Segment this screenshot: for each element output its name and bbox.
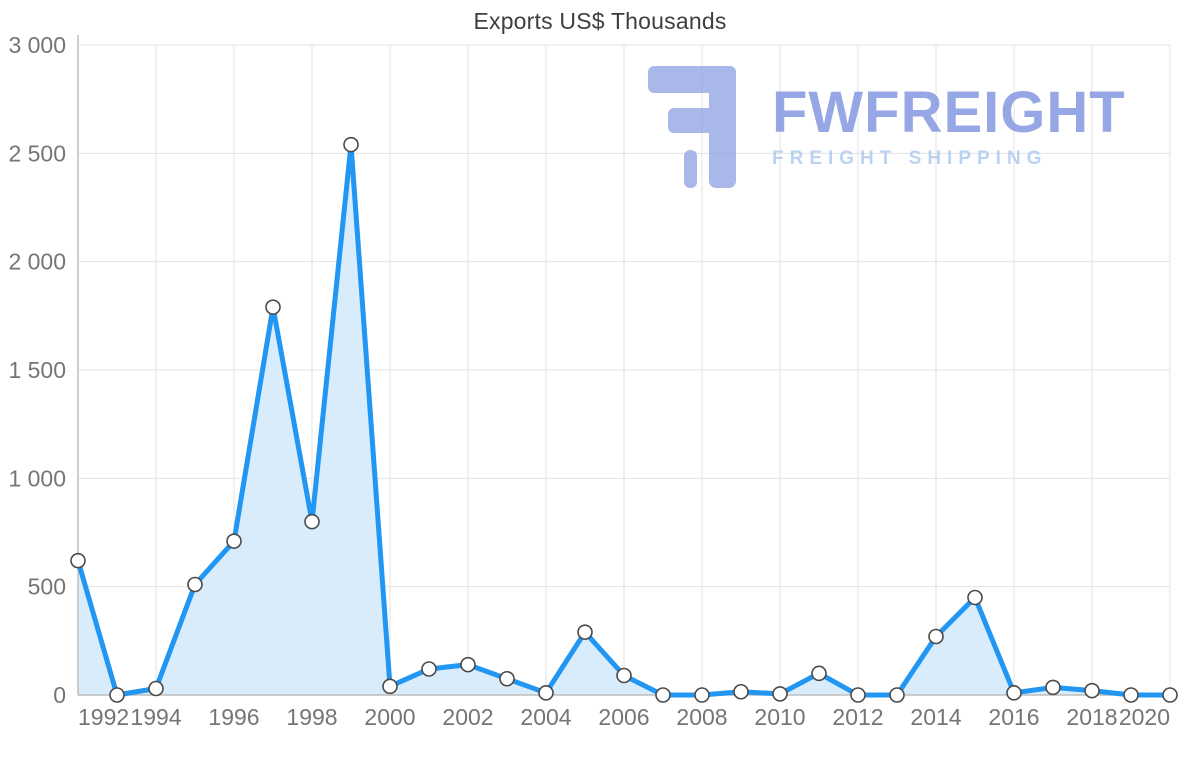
x-tick-label: 2006 xyxy=(598,704,649,730)
data-point-marker xyxy=(1084,682,1100,699)
data-point-marker xyxy=(382,678,398,695)
y-tick-label: 1 000 xyxy=(8,465,66,491)
x-tick-label: 2002 xyxy=(442,704,493,730)
x-tick-label: 2012 xyxy=(832,704,883,730)
data-point-marker xyxy=(1123,687,1139,703)
x-tick-label: 2014 xyxy=(910,704,961,730)
x-tick-label: 2010 xyxy=(754,704,805,730)
data-point-marker xyxy=(811,665,827,682)
data-point-marker xyxy=(538,685,554,701)
y-tick-label: 2 500 xyxy=(8,140,66,166)
data-point-marker xyxy=(889,687,905,703)
x-tick-label: 1996 xyxy=(208,704,259,730)
data-point-marker xyxy=(655,687,671,703)
data-point-marker xyxy=(616,667,632,684)
data-point-marker xyxy=(499,670,515,687)
data-point-marker xyxy=(70,552,86,569)
data-point-marker xyxy=(304,513,320,530)
data-point-marker xyxy=(967,589,983,606)
series-area xyxy=(78,144,1170,695)
data-point-marker xyxy=(577,624,593,640)
data-point-marker xyxy=(421,661,437,677)
x-tick-label: 1998 xyxy=(286,704,337,730)
y-tick-label: 0 xyxy=(53,682,66,708)
chart-title: Exports US$ Thousands xyxy=(473,8,727,34)
data-point-marker xyxy=(733,683,749,700)
data-point-marker xyxy=(928,628,944,645)
x-tick-label: 1994 xyxy=(130,704,181,730)
data-point-marker xyxy=(226,533,242,549)
x-tick-label: 1992 xyxy=(78,704,129,730)
data-point-marker xyxy=(1006,685,1022,701)
x-tick-label: 2016 xyxy=(988,704,1039,730)
data-point-marker xyxy=(1162,687,1178,703)
y-tick-label: 3 000 xyxy=(8,32,66,58)
data-point-marker xyxy=(772,686,788,702)
data-point-marker xyxy=(265,299,281,315)
data-point-marker xyxy=(109,687,125,703)
y-tick-label: 1 500 xyxy=(8,357,66,383)
data-point-marker xyxy=(694,687,710,703)
x-tick-label: 2004 xyxy=(520,704,571,730)
x-tick-label: 2018 xyxy=(1066,704,1117,730)
data-point-marker xyxy=(187,576,203,593)
data-point-marker xyxy=(343,136,359,153)
data-point-marker xyxy=(148,680,164,697)
x-tick-label: 2020 xyxy=(1119,704,1170,730)
data-point-marker xyxy=(460,656,476,673)
data-point-marker xyxy=(1045,679,1061,696)
x-tick-label: 2000 xyxy=(364,704,415,730)
y-tick-label: 500 xyxy=(28,574,66,600)
y-tick-label: 2 000 xyxy=(8,249,66,275)
x-tick-label: 2008 xyxy=(676,704,727,730)
data-point-marker xyxy=(850,687,866,703)
